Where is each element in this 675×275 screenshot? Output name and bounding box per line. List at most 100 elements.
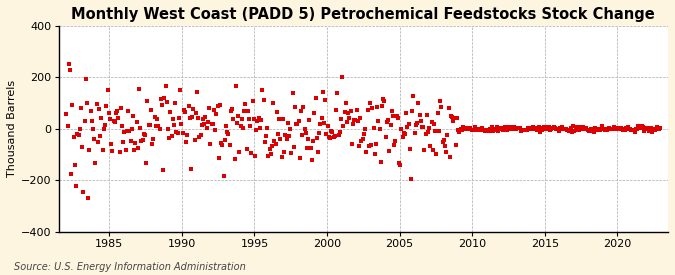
Point	[594, 128, 605, 132]
Point	[478, 128, 489, 133]
Point	[76, 106, 86, 110]
Point	[196, 123, 207, 127]
Point	[263, 154, 274, 158]
Point	[442, 133, 453, 137]
Point	[481, 127, 491, 132]
Point	[453, 127, 464, 132]
Point	[605, 127, 616, 131]
Point	[152, 116, 163, 121]
Point	[202, 120, 213, 125]
Point	[86, 119, 97, 123]
Point	[446, 114, 456, 119]
Point	[256, 118, 267, 123]
Point	[206, 122, 217, 126]
Point	[595, 126, 606, 131]
Point	[508, 125, 519, 129]
Point	[154, 127, 165, 131]
Point	[315, 122, 326, 126]
Point	[649, 128, 659, 132]
Point	[213, 156, 224, 160]
Point	[583, 128, 594, 133]
Point	[367, 106, 378, 110]
Point	[119, 130, 130, 134]
Point	[297, 133, 308, 138]
Point	[112, 109, 123, 113]
Point	[466, 128, 477, 133]
Point	[63, 62, 74, 66]
Point	[165, 110, 176, 114]
Point	[560, 127, 571, 132]
Point	[488, 129, 499, 133]
Point	[604, 126, 615, 131]
Point	[334, 130, 345, 134]
Point	[496, 127, 507, 131]
Point	[218, 174, 229, 178]
Point	[316, 116, 327, 120]
Point	[313, 150, 323, 154]
Point	[477, 126, 488, 130]
Point	[424, 126, 435, 130]
Point	[479, 128, 490, 133]
Point	[212, 104, 223, 109]
Point	[148, 136, 159, 141]
Point	[647, 129, 657, 134]
Point	[558, 127, 569, 131]
Point	[280, 133, 291, 137]
Point	[128, 114, 138, 118]
Point	[178, 108, 189, 112]
Point	[644, 128, 655, 133]
Point	[458, 125, 468, 129]
Point	[475, 127, 485, 131]
Point	[149, 114, 160, 119]
Point	[338, 124, 349, 128]
Point	[159, 96, 170, 100]
Point	[122, 129, 132, 133]
Point	[195, 133, 206, 137]
Point	[328, 135, 339, 139]
Point	[339, 110, 350, 114]
Point	[224, 143, 235, 147]
Point	[447, 115, 458, 120]
Point	[222, 130, 233, 135]
Point	[612, 126, 623, 130]
Point	[639, 129, 650, 134]
Point	[238, 126, 248, 131]
Point	[167, 116, 178, 121]
Point	[204, 106, 215, 111]
Point	[505, 125, 516, 130]
Point	[164, 135, 175, 140]
Point	[323, 134, 334, 139]
Point	[292, 122, 303, 127]
Point	[143, 123, 154, 127]
Text: Source: U.S. Energy Information Administration: Source: U.S. Energy Information Administ…	[14, 262, 245, 272]
Point	[415, 119, 426, 123]
Point	[163, 127, 173, 131]
Point	[309, 111, 320, 116]
Point	[85, 108, 96, 113]
Point	[528, 125, 539, 130]
Point	[372, 105, 383, 109]
Point	[412, 121, 423, 126]
Point	[633, 124, 644, 128]
Point	[271, 109, 282, 114]
Point	[386, 109, 397, 114]
Point	[497, 128, 508, 133]
Point	[603, 127, 614, 131]
Point	[425, 144, 436, 148]
Point	[123, 108, 134, 113]
Point	[381, 120, 392, 124]
Point	[158, 168, 169, 173]
Point	[291, 122, 302, 126]
Point	[566, 130, 577, 134]
Point	[327, 130, 338, 134]
Point	[491, 125, 502, 129]
Point	[641, 125, 651, 130]
Point	[329, 134, 340, 138]
Point	[120, 148, 131, 153]
Point	[71, 184, 82, 188]
Point	[241, 147, 252, 151]
Point	[641, 126, 652, 130]
Point	[438, 138, 449, 142]
Point	[91, 102, 102, 106]
Point	[320, 98, 331, 102]
